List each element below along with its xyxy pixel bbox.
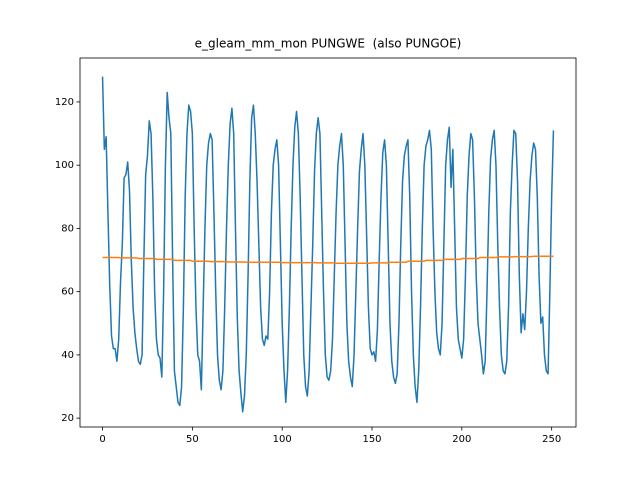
chart-title: e_gleam_mm_mon PUNGWE (also PUNGOE) <box>195 37 462 51</box>
x-tick-label: 100 <box>273 434 292 445</box>
y-tick-label: 20 <box>61 413 74 424</box>
y-tick-label: 60 <box>61 287 74 298</box>
data-line <box>101 76 555 413</box>
x-tick-label: 150 <box>362 434 381 445</box>
x-tick-label: 250 <box>542 434 561 445</box>
y-tick-label: 40 <box>61 350 74 361</box>
x-tick-label: 200 <box>452 434 471 445</box>
y-tick-label: 80 <box>61 223 74 234</box>
y-tick-label: 100 <box>55 160 74 171</box>
x-tick-label: 0 <box>99 434 105 445</box>
x-tick-label: 50 <box>186 434 199 445</box>
data-line <box>102 255 554 264</box>
y-tick-label: 120 <box>55 97 74 108</box>
axes-frame <box>79 57 577 428</box>
